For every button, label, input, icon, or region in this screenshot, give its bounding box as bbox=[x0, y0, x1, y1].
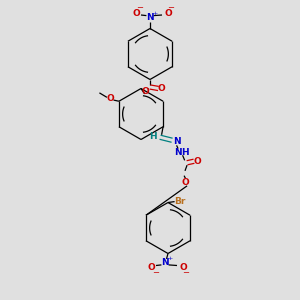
Text: −: − bbox=[167, 4, 175, 13]
Text: O: O bbox=[106, 94, 114, 103]
Text: H: H bbox=[149, 132, 156, 141]
Text: +: + bbox=[152, 11, 157, 16]
Text: N: N bbox=[146, 14, 154, 22]
Text: O: O bbox=[164, 9, 172, 18]
Text: O: O bbox=[158, 84, 165, 93]
Text: N: N bbox=[161, 258, 169, 267]
Text: −: − bbox=[136, 4, 144, 13]
Text: −: − bbox=[182, 268, 190, 278]
Text: O: O bbox=[194, 157, 202, 166]
Text: O: O bbox=[148, 262, 155, 272]
Text: +: + bbox=[167, 256, 172, 260]
Text: N: N bbox=[173, 137, 180, 146]
Text: Br: Br bbox=[174, 196, 186, 206]
Text: O: O bbox=[182, 178, 190, 187]
Text: O: O bbox=[133, 9, 140, 18]
Text: O: O bbox=[142, 87, 149, 96]
Text: N: N bbox=[174, 148, 182, 157]
Text: H: H bbox=[181, 148, 188, 157]
Text: −: − bbox=[152, 268, 160, 278]
Text: O: O bbox=[179, 262, 187, 272]
